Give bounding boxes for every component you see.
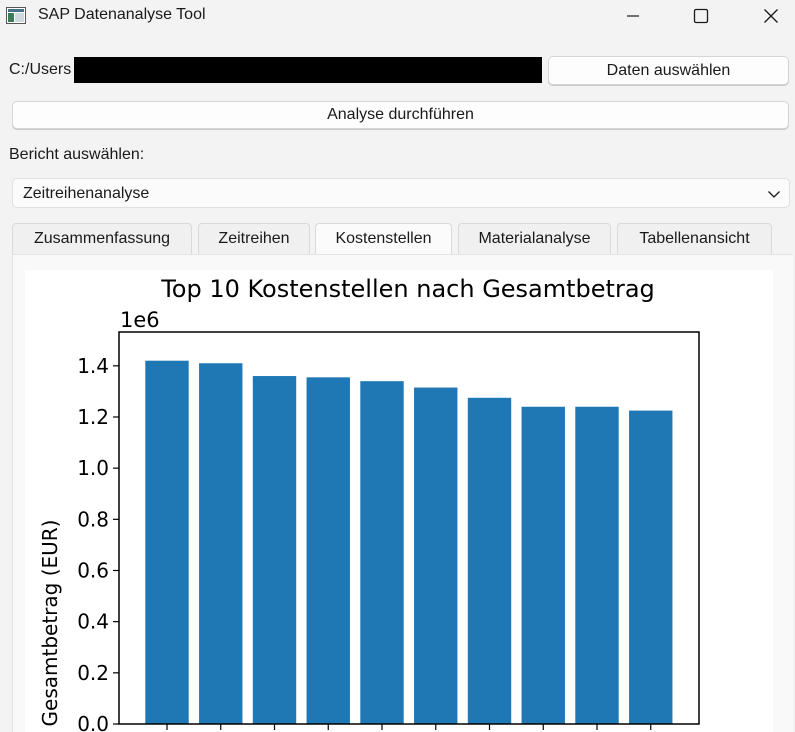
y-tick-label: 1.0 [77,456,109,480]
maximize-icon [693,8,709,24]
bar-6 [414,387,458,724]
tab-tabellenansicht[interactable]: Tabellenansicht [617,223,772,254]
tab-zusammenfassung[interactable]: Zusammenfassung [12,223,192,254]
minimize-button[interactable] [610,0,656,32]
bar-2 [199,363,243,724]
bar-9 [575,406,619,724]
tab-materialanalyse[interactable]: Materialanalyse [458,223,611,254]
y-tick-label: 1.4 [77,354,109,378]
close-icon [764,9,778,23]
bar-8 [521,406,565,724]
window-title: SAP Datenanalyse Tool [38,6,206,23]
select-data-button[interactable]: Daten auswählen [548,56,789,85]
title-bar: SAP Datenanalyse Tool [0,0,795,32]
bar-10 [629,410,673,724]
tab-zeitreihen[interactable]: Zeitreihen [198,223,310,254]
close-button[interactable] [748,0,794,32]
redacted-path [74,57,542,83]
report-select-label: Bericht auswählen: [9,146,145,163]
run-analysis-button[interactable]: Analyse durchführen [12,101,789,129]
y-tick-label: 0.4 [77,610,109,634]
y-tick-label: 0.0 [77,712,109,732]
chevron-down-icon [768,191,780,198]
chart-figure: Top 10 Kostenstellen nach Gesamtbetrag 1… [25,270,773,732]
y-tick-label: 0.8 [77,507,109,531]
maximize-button[interactable] [678,0,724,32]
bar-3 [252,376,297,724]
bar-4 [306,377,350,724]
tab-kostenstellen[interactable]: Kostenstellen [315,223,452,254]
y-tick-label: 1.2 [77,405,109,429]
y-offset-label: 1e6 [120,308,160,332]
bar-7 [467,397,512,724]
y-tick-label: 0.6 [77,558,109,582]
report-select-value: Zeitreihenanalyse [23,185,150,202]
y-axis-label: Gesamtbetrag (EUR) [38,520,62,727]
bar-1 [145,360,189,724]
app-icon [6,7,26,24]
file-path-label: C:/Users [9,61,72,78]
bar-chart: Top 10 Kostenstellen nach Gesamtbetrag 1… [38,275,700,732]
minimize-icon [627,15,639,17]
chart-title: Top 10 Kostenstellen nach Gesamtbetrag [160,275,655,303]
report-select[interactable]: Zeitreihenanalyse [12,178,790,208]
bar-5 [360,381,404,724]
plot-frame [118,331,700,725]
y-tick-label: 0.2 [77,661,109,685]
